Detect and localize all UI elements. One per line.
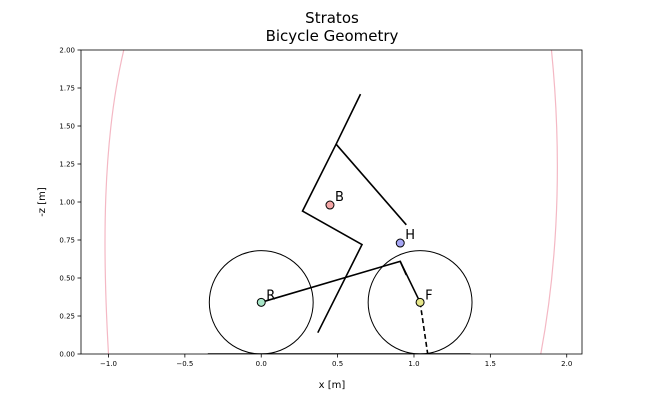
y-tick-label: 0.75	[59, 237, 75, 245]
rider-arm	[335, 143, 407, 226]
wheel-center-label-r: R	[266, 288, 275, 303]
x-tick-label: 1.0	[408, 360, 419, 368]
y-tick-label: 1.75	[59, 85, 75, 93]
x-axis-label: x [m]	[319, 380, 346, 391]
rear-frame	[260, 260, 408, 304]
mass-center-label-b: B	[335, 190, 344, 205]
wheel-r	[208, 250, 314, 354]
plot-content: R F B H	[104, 50, 558, 354]
y-tick-label: 1.00	[59, 199, 75, 207]
mass-center-marker-h	[395, 238, 405, 248]
y-tick-label: 2.00	[59, 47, 75, 55]
rider-leg	[301, 93, 364, 334]
chart-subtitle: Bicycle Geometry	[266, 27, 399, 45]
pink-arc-right	[540, 50, 558, 354]
mass-center-marker-b	[325, 200, 335, 210]
y-tick-label: 0.50	[59, 275, 75, 283]
x-tick-label: 0.5	[332, 360, 343, 368]
mass-center-label-h: H	[405, 228, 415, 243]
chart-title: Stratos	[305, 9, 359, 27]
wheel-center-label-f: F	[425, 288, 432, 303]
x-tick-label: 0.0	[256, 360, 267, 368]
plot-area: R F B H	[104, 50, 558, 354]
wheel-f	[367, 250, 473, 354]
y-tick-label: 1.50	[59, 123, 75, 131]
y-tick-label: 1.25	[59, 161, 75, 169]
wheel-center-marker-f	[415, 297, 425, 307]
wheel-center-marker-r	[256, 297, 266, 307]
y-tick-label: 0.25	[59, 313, 75, 321]
y-axis: 0.00 0.25 0.50 0.75 1.00 1.25 1.50 1.75 2.00	[59, 47, 81, 359]
pink-arc-left	[104, 50, 125, 354]
x-axis: −1.0 −0.5 0.0 0.5 1.0 1.5 2.0	[100, 354, 572, 368]
steer-axis	[419, 302, 429, 354]
fork	[399, 260, 421, 303]
x-tick-label: −1.0	[100, 360, 117, 368]
y-tick-label: 0.00	[59, 351, 75, 359]
x-tick-label: 1.5	[485, 360, 496, 368]
x-tick-label: 2.0	[561, 360, 572, 368]
y-axis-label: -z [m]	[37, 187, 48, 217]
x-tick-label: −0.5	[176, 360, 193, 368]
